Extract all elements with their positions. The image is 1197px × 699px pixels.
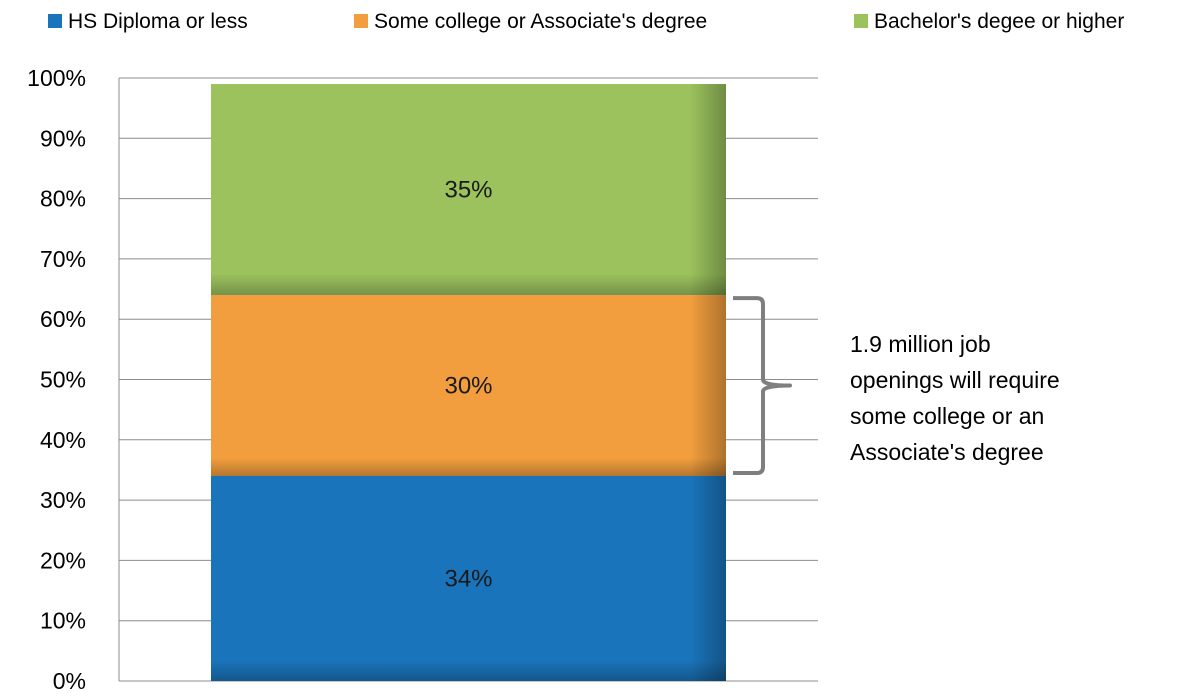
bar-segments [211, 84, 726, 681]
bar-segment-bottom-shade [211, 475, 726, 681]
y-tick-label: 80% [40, 186, 86, 212]
annotation-text-line: 1.9 million job [850, 331, 991, 357]
y-tick-label: 70% [40, 246, 86, 272]
legend-swatch [48, 14, 62, 28]
y-tick-label: 20% [40, 547, 86, 573]
legend: HS Diploma or less Some college or Associ… [48, 10, 1124, 33]
annotation-text-line: Associate's degree [850, 439, 1044, 465]
y-tick-label: 90% [40, 125, 86, 151]
legend-swatch [354, 14, 368, 28]
legend-swatch [854, 14, 868, 28]
data-label: 30% [444, 373, 492, 400]
y-tick-label: 40% [40, 427, 86, 453]
annotation-text-line: openings will require [850, 367, 1060, 393]
legend-label: Some college or Associate's degree [374, 10, 707, 33]
y-axis: 0% 10% 20% 30% 40% 50% 60% 70% 80% 90% 100% [27, 65, 120, 694]
data-labels: 34% 30% 35% [444, 177, 492, 593]
data-label: 34% [444, 565, 492, 592]
y-tick-label: 10% [40, 608, 86, 634]
data-label: 35% [444, 177, 492, 204]
bar-segment-bottom-shade [211, 84, 726, 296]
y-tick-label: 100% [27, 65, 86, 91]
bar-segment-bottom-shade [211, 295, 726, 476]
y-tick-label: 30% [40, 487, 86, 513]
y-tick-label: 0% [53, 668, 86, 694]
legend-label: Bachelor's degee or higher [874, 10, 1124, 33]
legend-label: HS Diploma or less [68, 10, 248, 33]
annotation-text-line: some college or an [850, 403, 1044, 429]
y-tick-label: 60% [40, 306, 86, 332]
bracket [733, 296, 792, 475]
y-tick-label: 50% [40, 367, 86, 393]
annotation: 1.9 million job openings will require some… [733, 296, 1060, 475]
